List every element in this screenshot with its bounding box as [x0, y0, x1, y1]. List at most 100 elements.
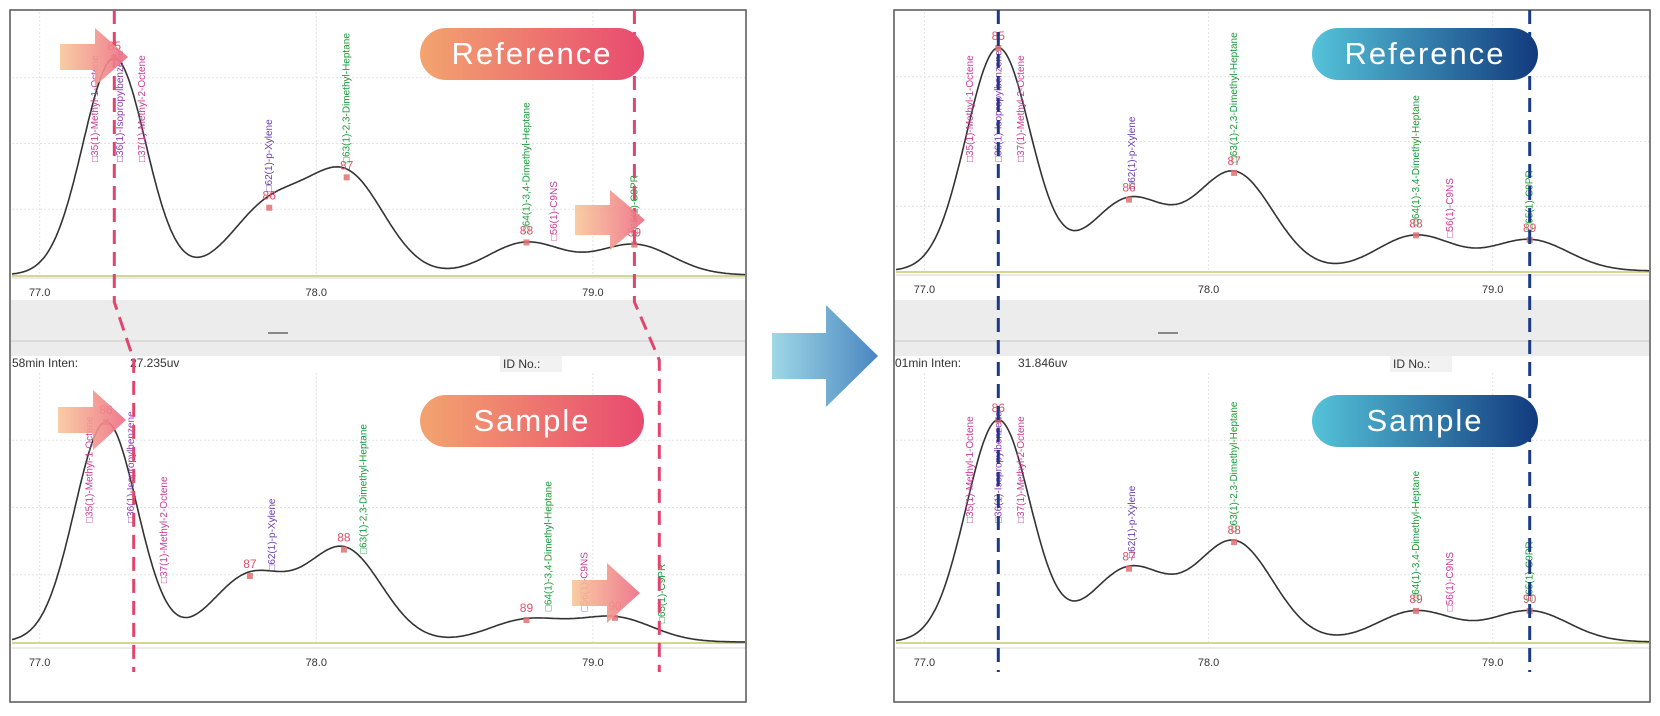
peak-number-label: 87 — [1227, 154, 1241, 168]
svg-text:Reference: Reference — [451, 36, 612, 71]
compound-annotation: □35(1)-Methyl-1-Octene — [965, 416, 976, 523]
x-tick-label: 78.0 — [306, 657, 327, 669]
status-inten-value: 27.235uv — [130, 356, 179, 370]
pointer-arrow-sample-peak-2 — [572, 563, 640, 623]
compound-annotation: □36(1)-Isopropylbenzene — [115, 50, 126, 162]
peak-number-label: 89 — [520, 601, 534, 615]
status-id-label: ID No.: — [503, 357, 540, 371]
x-tick-label: 77.0 — [914, 657, 935, 669]
alignment-guide-before-1 — [112, 10, 136, 672]
compound-annotation: □37(1)-Methyl-2-Octene — [159, 476, 170, 583]
x-tick-label: 77.0 — [29, 657, 50, 669]
peak-marker — [1126, 565, 1133, 572]
peak-number-label: 88 — [1227, 523, 1241, 537]
x-tick-label: 78.0 — [306, 287, 327, 299]
reference-badge-after: Reference — [1312, 28, 1538, 80]
compound-annotation: □37(1)-Methyl-2-Octene — [1016, 416, 1027, 523]
svg-text:Sample: Sample — [1366, 403, 1483, 438]
peak-marker — [1412, 607, 1419, 614]
peak-marker — [343, 174, 350, 181]
compound-annotation: □56(1)-C9NS — [549, 181, 560, 241]
x-tick-label: 77.0 — [29, 287, 50, 299]
compound-annotation: □35(1)-Methyl-1-Octene — [90, 55, 101, 162]
svg-text:Sample: Sample — [473, 403, 590, 438]
peak-number-label: 88 — [520, 223, 534, 237]
alignment-guides — [112, 10, 1532, 672]
compound-annotation: □37(1)-Methyl-2-Octene — [137, 55, 148, 162]
compound-annotation: □62(1)-p-Xylene — [264, 119, 275, 192]
peak-number-label: 87 — [1122, 550, 1136, 564]
pointer-arrow-sample-peak — [58, 390, 126, 450]
compound-annotation: □63(1)-2,3-Dimethyl-Heptane — [358, 424, 369, 554]
chromatogram-trace — [895, 418, 1649, 643]
chromatogram-trace — [895, 46, 1649, 272]
compound-annotation: □56(1)-C9NS — [1445, 178, 1456, 238]
x-tick-label: 79.0 — [582, 287, 603, 299]
sample-badge-before: Sample — [420, 395, 644, 447]
status-inten-label: 58min Inten: — [12, 356, 78, 370]
status-band-after: 01min Inten: 31.846uv ID No.: — [895, 300, 1649, 372]
peak-marker — [340, 546, 347, 553]
compound-annotation: □64(1)-3,4-Dimethyl-Heptane — [1411, 95, 1422, 225]
status-inten-value: 31.846uv — [1018, 356, 1067, 370]
compound-annotation: □64(1)-3,4-Dimethyl-Heptane — [544, 481, 555, 611]
compound-annotation: □62(1)-p-Xylene — [1127, 116, 1138, 189]
alignment-guide-before-2 — [632, 10, 661, 672]
peak-number-label: 87 — [243, 557, 257, 571]
svg-text:Reference: Reference — [1344, 36, 1505, 71]
x-tick-label: 78.0 — [1198, 284, 1219, 296]
sample-badge-after: Sample — [1312, 395, 1538, 447]
peak-marker — [1231, 539, 1238, 546]
compound-annotation: □37(1)-Methyl-2-Octene — [1016, 55, 1027, 162]
transition-arrow-icon — [772, 305, 878, 407]
pointer-arrow-reference-peak — [60, 28, 128, 86]
x-tick-label: 79.0 — [582, 657, 603, 669]
compound-annotation: □36(1)-Isopropylbenzene — [126, 411, 137, 523]
compound-annotation: □62(1)-p-Xylene — [1127, 485, 1138, 558]
x-tick-label: 78.0 — [1198, 657, 1219, 669]
peak-marker — [631, 241, 638, 248]
compound-annotation: □35(1)-Methyl-1-Octene — [84, 416, 95, 523]
peak-marker — [995, 45, 1002, 51]
compound-annotation: □64(1)-3,4-Dimethyl-Heptane — [1411, 470, 1422, 600]
compound-annotation: □35(1)-Methyl-1-Octene — [965, 55, 976, 162]
compound-annotation: □63(1)-2,3-Dimethyl-Heptane — [342, 33, 353, 163]
chromatogram-trace — [11, 57, 746, 276]
x-tick-label: 77.0 — [914, 284, 935, 296]
status-inten-label: 01min Inten: — [895, 356, 961, 370]
peak-number-label: 90 — [1523, 592, 1537, 606]
peak-number-label: 89 — [1523, 221, 1537, 235]
status-band-before: 58min Inten: 27.235uv ID No.: — [11, 300, 745, 372]
status-id-label: ID No.: — [1393, 357, 1430, 371]
peak-marker — [1412, 232, 1419, 239]
peak-marker — [523, 617, 530, 623]
reference-badge-before: Reference — [420, 28, 644, 80]
peak-marker — [266, 204, 273, 211]
peak-marker — [1231, 169, 1238, 176]
peak-number-label: 88 — [1409, 216, 1423, 230]
peak-marker — [246, 573, 253, 579]
compound-annotation: □65(1)-C9PR — [657, 564, 668, 623]
compound-annotation: □62(1)-p-Xylene — [267, 498, 278, 571]
peak-number-label: 87 — [340, 158, 354, 172]
peak-marker — [1126, 196, 1133, 203]
x-tick-label: 79.0 — [1482, 657, 1503, 669]
compound-annotation: □56(1)-C9NS — [1445, 552, 1456, 612]
peak-marker — [611, 614, 618, 621]
compound-annotation: □36(1)-Isopropylbenzene — [993, 411, 1004, 523]
pointer-arrow-reference-peak-2 — [575, 190, 645, 250]
peak-marker — [523, 239, 530, 246]
peak-number-label: 86 — [263, 189, 277, 203]
compound-annotation: □63(1)-2,3-Dimethyl-Heptane — [1229, 401, 1240, 531]
peak-number-label: 88 — [337, 531, 351, 545]
compound-annotation: □64(1)-3,4-Dimethyl-Heptane — [522, 102, 533, 232]
compound-annotation: □63(1)-2,3-Dimethyl-Heptane — [1229, 32, 1240, 162]
x-tick-label: 79.0 — [1482, 284, 1503, 296]
peak-number-label: 89 — [1409, 592, 1423, 606]
peak-number-label: 86 — [1122, 181, 1136, 195]
chart-reference-before: 77.078.079.08586878889□35(1)-Methyl-1-Oc… — [11, 12, 746, 299]
compound-annotation: □65(1)-C9PR — [629, 175, 640, 234]
compound-annotation: □65(1)-C9PR — [1525, 170, 1536, 229]
